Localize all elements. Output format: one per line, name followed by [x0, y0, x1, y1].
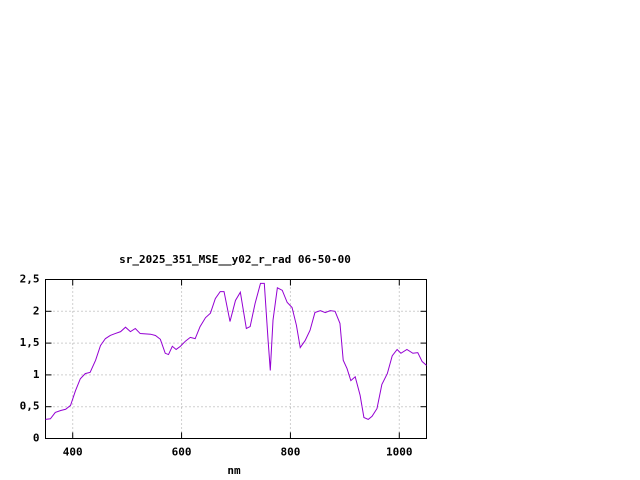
x-axis-label: nm [227, 464, 241, 477]
x-tick-label: 600 [172, 446, 192, 459]
data-line [45, 282, 427, 421]
plot-border [45, 279, 427, 439]
y-tick-label: 2,5 [20, 273, 40, 286]
chart-title: sr_2025_351_MSE__y02_r_rad 06-50-00 [119, 253, 351, 266]
x-tick-label: 400 [63, 446, 83, 459]
x-tick-label: 800 [280, 446, 300, 459]
y-tick-label: 1 [33, 368, 40, 381]
y-tick-label: 0,5 [20, 400, 40, 413]
y-tick-label: 2 [33, 304, 40, 317]
x-tick-label: 1000 [386, 446, 413, 459]
y-tick-label: 0 [33, 432, 40, 445]
y-tick-label: 1,5 [20, 336, 40, 349]
